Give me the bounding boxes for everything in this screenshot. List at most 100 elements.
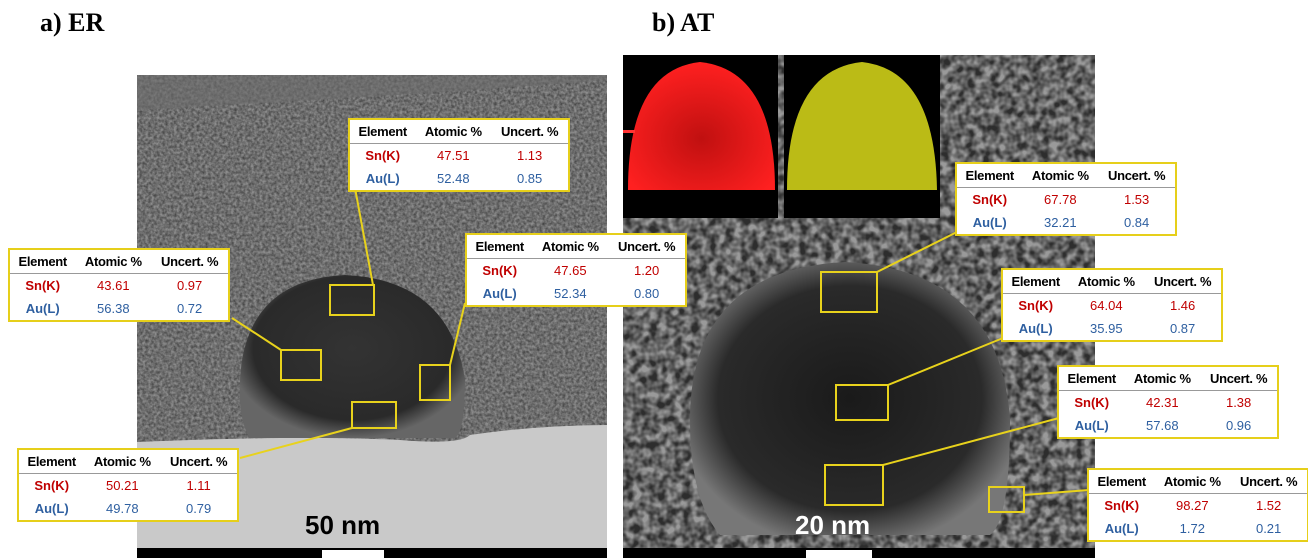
value-cell: 0.72 [151, 297, 229, 321]
header-cell: Element [18, 449, 84, 474]
value-cell: 49.78 [84, 497, 160, 521]
value-cell: 98.27 [1154, 494, 1230, 518]
element-cell: Au(L) [1088, 517, 1154, 541]
element-cell: Sn(K) [466, 259, 532, 283]
value-cell: 1.38 [1200, 391, 1278, 415]
value-cell: 35.95 [1068, 317, 1144, 341]
header-cell: Uncert. % [491, 119, 569, 144]
element-cell: Au(L) [466, 282, 532, 306]
panel-label: a) ER [40, 8, 104, 38]
header-cell: Atomic % [1022, 163, 1098, 188]
header-cell: Element [956, 163, 1022, 188]
element-cell: Sn(K) [349, 144, 415, 168]
scale-bar-label: 20 nm [795, 510, 870, 541]
element-cell: Sn(K) [1088, 494, 1154, 518]
header-cell: Element [9, 249, 75, 274]
header-cell: Atomic % [75, 249, 151, 274]
element-cell: Sn(K) [1002, 294, 1068, 318]
element-cell: Au(L) [1002, 317, 1068, 341]
data-row: Au(L)49.780.79 [18, 497, 238, 521]
element-cell: Au(L) [9, 297, 75, 321]
header-cell: Atomic % [415, 119, 491, 144]
header-cell: Uncert. % [1098, 163, 1176, 188]
value-cell: 47.51 [415, 144, 491, 168]
value-cell: 1.52 [1230, 494, 1308, 518]
value-cell: 0.21 [1230, 517, 1308, 541]
value-cell: 0.80 [608, 282, 686, 306]
value-cell: 64.04 [1068, 294, 1144, 318]
value-cell: 50.21 [84, 474, 160, 498]
value-cell: 0.85 [491, 167, 569, 191]
element-cell: Sn(K) [9, 274, 75, 298]
page: a) ER b) AT 50 nm 20 nm ElementAtomic %U… [0, 0, 1308, 558]
element-cell: Au(L) [956, 211, 1022, 235]
value-cell: 0.79 [160, 497, 238, 521]
value-cell: 0.96 [1200, 414, 1278, 438]
header-cell: Element [1058, 366, 1124, 391]
value-cell: 1.11 [160, 474, 238, 498]
value-cell: 43.61 [75, 274, 151, 298]
value-cell: 0.84 [1098, 211, 1176, 235]
header-cell: Element [1088, 469, 1154, 494]
header-cell: Uncert. % [1200, 366, 1278, 391]
value-cell: 1.20 [608, 259, 686, 283]
data-row: Sn(K)42.311.38 [1058, 391, 1278, 415]
header-cell: Element [466, 234, 532, 259]
header-cell: Atomic % [84, 449, 160, 474]
header-cell: Uncert. % [1144, 269, 1222, 294]
value-cell: 52.48 [415, 167, 491, 191]
element-cell: Au(L) [1058, 414, 1124, 438]
value-cell: 1.46 [1144, 294, 1222, 318]
element-cell: Au(L) [349, 167, 415, 191]
value-cell: 1.72 [1154, 517, 1230, 541]
value-cell: 52.34 [532, 282, 608, 306]
value-cell: 0.97 [151, 274, 229, 298]
value-cell: 67.78 [1022, 188, 1098, 212]
header-cell: Atomic % [532, 234, 608, 259]
header-cell: Uncert. % [608, 234, 686, 259]
header-cell: Atomic % [1124, 366, 1200, 391]
value-cell: 56.38 [75, 297, 151, 321]
value-cell: 1.53 [1098, 188, 1176, 212]
value-cell: 0.87 [1144, 317, 1222, 341]
header-cell: Atomic % [1154, 469, 1230, 494]
header-row: ElementAtomic %Uncert. % [349, 119, 569, 144]
value-cell: 1.13 [491, 144, 569, 168]
element-cell: Sn(K) [956, 188, 1022, 212]
scale-bar-label: 50 nm [305, 510, 380, 541]
header-cell: Uncert. % [160, 449, 238, 474]
element-cell: Sn(K) [18, 474, 84, 498]
value-cell: 42.31 [1124, 391, 1200, 415]
header-cell: Uncert. % [1230, 469, 1308, 494]
header-cell: Element [1002, 269, 1068, 294]
panel-label: b) AT [652, 8, 714, 38]
value-cell: 32.21 [1022, 211, 1098, 235]
